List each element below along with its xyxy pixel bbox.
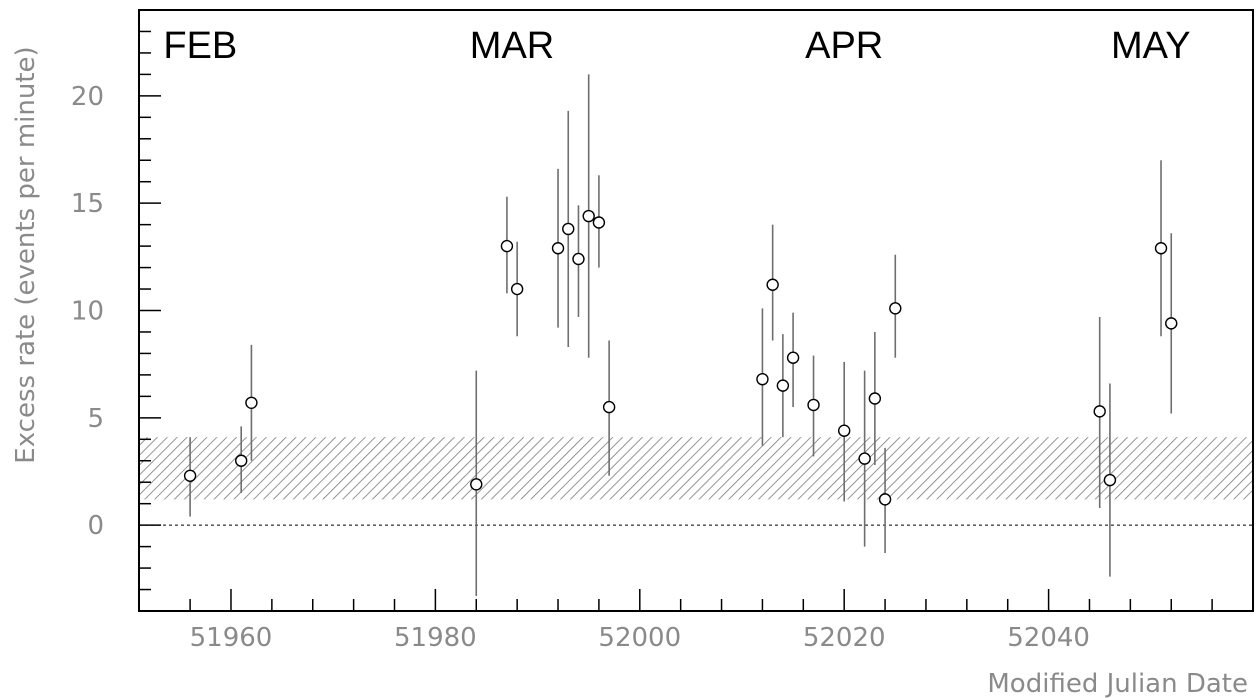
data-point (889, 254, 902, 358)
data-marker (592, 216, 606, 229)
data-marker (786, 351, 800, 364)
data-point (245, 344, 258, 461)
data-point (766, 224, 779, 341)
data-marker (602, 400, 616, 414)
data-marker (183, 469, 197, 482)
y-tick-label: 20 (71, 82, 104, 112)
data-point (562, 110, 575, 347)
data-marker (766, 278, 779, 291)
data-marker (510, 282, 524, 296)
y-tick-label: 5 (87, 404, 104, 434)
y-tick-label: 10 (71, 297, 104, 327)
data-point (1093, 316, 1106, 508)
data-marker (1154, 242, 1168, 255)
data-marker (245, 396, 258, 409)
month-label: MAY (1111, 25, 1191, 67)
data-marker (1093, 405, 1106, 418)
data-point (572, 205, 585, 317)
y-tick-label: 15 (71, 189, 104, 219)
data-point (786, 312, 800, 408)
data-points-layer (183, 74, 1178, 596)
data-point (807, 355, 820, 457)
data-point (1103, 383, 1117, 577)
data-marker (551, 242, 565, 255)
month-label: APR (805, 25, 883, 67)
data-marker (756, 372, 769, 386)
x-axis-label: Modified Julian Date (987, 669, 1248, 698)
data-point (602, 340, 616, 476)
plot-frame (138, 9, 1254, 612)
data-point (592, 175, 606, 268)
month-label: FEB (163, 25, 237, 67)
data-marker (868, 392, 882, 405)
labels-layer: Excess rate (events per minute) Modified… (11, 25, 1248, 698)
data-marker (858, 452, 871, 465)
data-marker (807, 398, 820, 412)
data-point (776, 334, 790, 438)
data-marker (235, 454, 248, 467)
data-point (868, 331, 882, 466)
x-tick-label: 52040 (1007, 623, 1090, 653)
data-point (235, 426, 248, 493)
x-tick-label: 51980 (394, 623, 477, 653)
data-point (551, 168, 565, 328)
data-point (837, 362, 851, 502)
axis-ticks-layer: 51960 51980 52000 52020 52040 0 5 10 15 20 (71, 30, 1254, 653)
data-marker (889, 302, 902, 315)
data-marker (470, 478, 483, 491)
data-marker (776, 379, 790, 392)
data-point (858, 370, 871, 547)
data-point (183, 437, 197, 517)
data-point (878, 447, 892, 554)
data-marker (1103, 473, 1117, 487)
y-tick-label: 0 (87, 511, 104, 541)
hatched-band (139, 437, 1253, 500)
x-tick-label: 52020 (803, 623, 886, 653)
data-marker (837, 424, 851, 437)
data-point (1154, 160, 1168, 337)
data-marker (500, 239, 514, 253)
data-point (470, 370, 483, 596)
x-tick-label: 51960 (190, 623, 273, 653)
y-axis-label: Excess rate (events per minute) (11, 46, 41, 463)
data-point (756, 308, 769, 446)
month-label: MAR (470, 25, 554, 67)
uncertainty-band-layer (139, 437, 1253, 500)
data-point (1165, 233, 1178, 414)
data-point (500, 196, 514, 294)
data-marker (1165, 317, 1178, 330)
x-tick-label: 52000 (598, 623, 681, 653)
data-marker (572, 252, 585, 266)
data-marker (582, 209, 595, 223)
data-point (582, 74, 595, 358)
data-marker (878, 493, 892, 506)
data-point (510, 241, 524, 337)
data-marker (562, 222, 575, 236)
